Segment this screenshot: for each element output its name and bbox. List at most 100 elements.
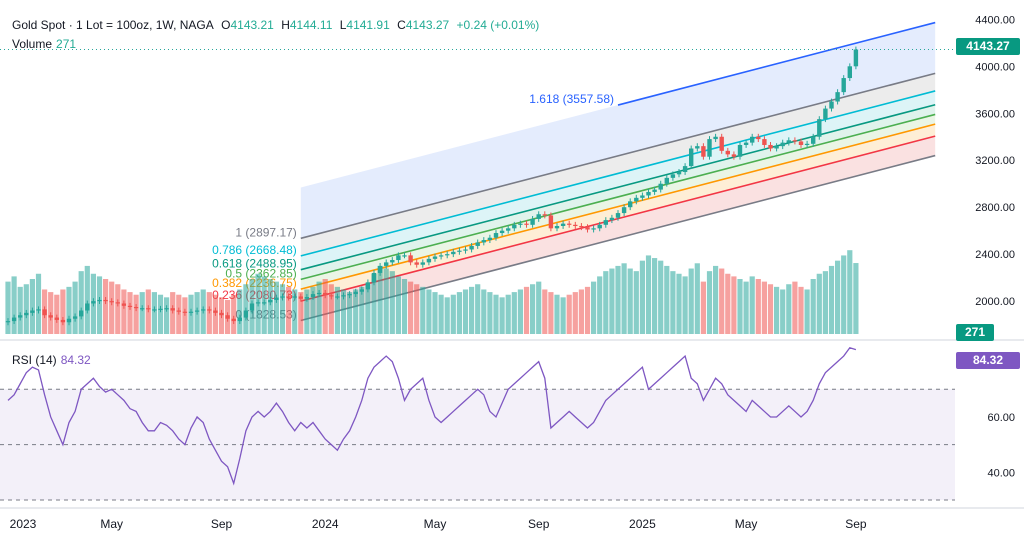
candle-body	[615, 213, 621, 218]
candle-body	[414, 262, 419, 265]
candle-body	[42, 309, 47, 316]
volume-bar	[66, 286, 72, 334]
volume-bar	[408, 281, 414, 334]
candle-body	[499, 230, 505, 234]
volume-bar	[164, 297, 170, 334]
volume-bar	[627, 268, 633, 334]
candle-body	[817, 119, 822, 137]
candle-body	[255, 302, 261, 304]
price-candles	[0, 46, 955, 326]
volume-bar	[475, 284, 481, 334]
fib-line	[300, 90, 936, 257]
volume-bar	[706, 271, 713, 334]
candle-body	[54, 317, 59, 320]
time-tick-label: 2024	[312, 517, 339, 531]
volume-bar	[438, 294, 444, 334]
candle-body	[621, 207, 627, 214]
candle-body	[408, 255, 413, 263]
volume-bar	[841, 255, 847, 334]
candle-body	[225, 315, 230, 319]
time-tick-label: 2025	[629, 517, 656, 531]
volume-bar	[615, 265, 621, 334]
candle-body	[323, 292, 328, 296]
candle-body	[579, 225, 584, 228]
volume-bar	[35, 273, 42, 334]
volume-bar	[237, 289, 243, 334]
volume-bar	[279, 284, 286, 334]
price-tick-label: 4400.00	[975, 14, 1015, 26]
candle-body	[133, 306, 139, 309]
volume-bar	[17, 286, 23, 334]
volume-bar	[828, 265, 835, 334]
volume-bar	[505, 294, 511, 334]
candle-body	[121, 303, 127, 306]
candle-body	[628, 201, 633, 208]
candle-body	[835, 92, 840, 102]
volume-bar	[469, 286, 475, 334]
volume-bar	[29, 279, 35, 334]
candle-body	[750, 136, 755, 143]
candle-body	[85, 303, 90, 311]
rsi-label: RSI (14)	[12, 353, 57, 367]
fib-label: 0.786 (2668.48)	[212, 243, 297, 257]
candle-body	[646, 191, 651, 196]
volume-bar	[426, 289, 432, 334]
candle-body	[634, 197, 639, 202]
volume-bar	[292, 289, 298, 334]
candle-body	[713, 136, 718, 140]
volume-value: 271	[56, 37, 77, 51]
candle-body	[207, 309, 212, 311]
candle-body	[341, 295, 346, 297]
volume-label: Volume	[12, 37, 53, 51]
candle-body	[335, 296, 340, 298]
volume-bar	[23, 284, 29, 334]
candle-body	[463, 249, 468, 251]
candle-body	[329, 295, 334, 297]
fib-line	[300, 123, 936, 290]
volume-bar	[316, 281, 322, 334]
candle-body	[762, 139, 767, 145]
price-tick-label: 2400.00	[975, 249, 1015, 261]
volume-bar	[121, 289, 127, 334]
candle-body	[146, 308, 151, 310]
candle-body	[243, 310, 249, 318]
volume-bar	[139, 292, 145, 334]
volume-bar	[658, 260, 664, 334]
volume-bar	[414, 284, 420, 334]
volume-bar	[499, 297, 505, 334]
volume-bar	[511, 292, 517, 334]
volume-bar	[304, 289, 310, 334]
open-value: 4143.21	[230, 18, 274, 32]
candle-body	[780, 142, 785, 147]
volume-bar	[652, 258, 658, 334]
volume-bar	[676, 273, 682, 334]
volume-bar	[743, 281, 749, 334]
volume-bar	[554, 294, 560, 334]
volume-badge: 271	[956, 324, 994, 341]
candle-body	[658, 183, 663, 190]
candle-body	[237, 317, 242, 322]
volume-bar	[591, 281, 597, 334]
volume-bar	[816, 273, 822, 334]
volume-bar	[560, 297, 566, 334]
candle-body	[512, 224, 517, 229]
volume-bar	[810, 279, 816, 334]
candle-body	[689, 148, 694, 167]
volume-bar	[347, 292, 353, 334]
close-label: C	[397, 18, 406, 32]
candle-body	[743, 142, 749, 145]
volume-bar	[151, 292, 157, 334]
volume-bar	[548, 292, 554, 334]
volume-bar	[749, 276, 755, 334]
candle-body	[194, 310, 200, 312]
candle-body	[481, 240, 486, 243]
price-tick-label: 4000.00	[975, 61, 1015, 73]
volume-bar	[487, 292, 493, 334]
volume-bar	[462, 289, 469, 334]
volume-bar	[737, 279, 743, 334]
candle-body	[48, 315, 53, 318]
volume-bar	[359, 286, 365, 334]
fib-zone	[300, 90, 936, 270]
volume-bar	[310, 286, 316, 334]
candle-body	[103, 299, 108, 302]
